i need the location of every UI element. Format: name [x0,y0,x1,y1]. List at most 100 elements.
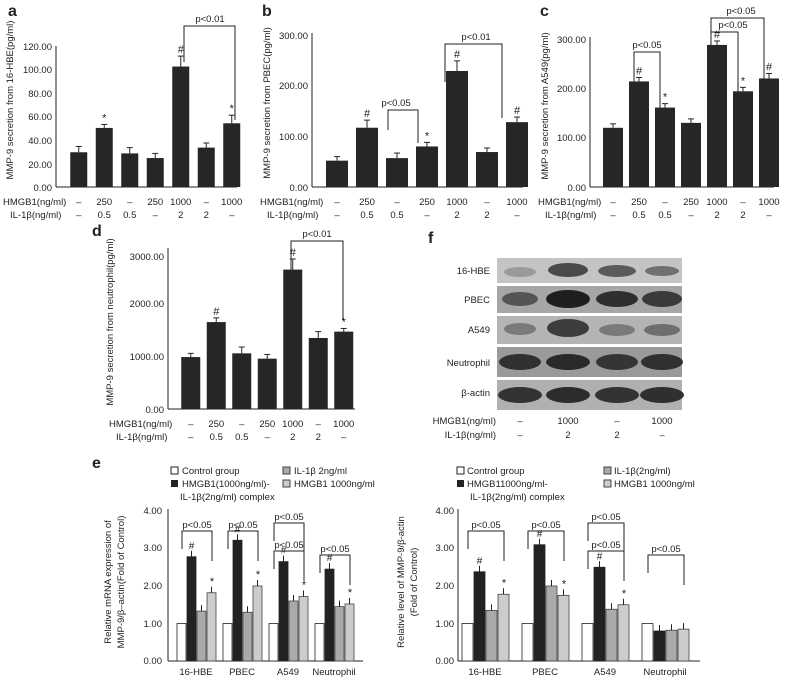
bar-a-2 [95,127,113,187]
bar-e2-0-s2 [485,609,498,662]
bracket-e2-0 [467,530,505,561]
bar-c-2 [629,81,649,187]
treat-c-il-2: 0.5 [632,210,645,221]
bar-c-5 [707,44,727,187]
treat-a-il-2: 0.5 [98,210,111,221]
pval-e2-2: p<0.05 [591,512,620,523]
bracket-a [183,25,236,120]
bar-a-3 [121,153,139,187]
marker-e2-2-hash: # [597,551,603,562]
ylabel-a: MMP-9 secretion from 16-HBE(pg/ml) [5,21,16,180]
tick-c-1: 100.00 [557,133,586,144]
bar-e1-3-s3 [344,603,355,662]
blot-label-16hbe: 16-HBE [457,266,490,277]
xtick-e2-2: A549 [594,667,616,677]
tick-d-1: 1000.00 [130,352,164,363]
tick-e1-2: 2.00 [144,581,163,592]
marker-c-3: * [663,92,668,104]
bar-e1-1-s3 [252,585,263,662]
marker-a-7: * [230,103,235,115]
tick-b-3: 300.00 [279,31,308,42]
treat-b-il-6: 2 [484,210,489,221]
blot-il-label: IL-1β(ng/ml) [445,430,496,441]
bar-e2-3-s1 [653,630,666,662]
treat-a-il-3: 0.5 [123,210,136,221]
treat-d-hmgb-label: HMGB1(ng/ml) [109,419,172,430]
treat-d-hmgb-1: – [188,419,194,430]
marker-e2-1-hash: # [537,529,543,540]
pval-e2-4: p<0.05 [651,544,680,555]
legend-e1-hmgb: HMGB1 1000ng/ml [294,479,375,490]
band-a549-3 [599,324,635,336]
tick-a-5: 100.00 [23,65,52,76]
bar-e2-2-s2 [605,608,618,662]
bracket-c-3 [710,17,765,80]
pval-c-2: p<0.05 [718,20,747,31]
panel-letter-b: b [262,3,272,20]
treat-a-il-6: 2 [204,210,209,221]
legend-e1-control-swatch [170,466,179,475]
tick-e2-3: 3.00 [436,543,455,554]
bar-e1-2-s0 [268,623,279,662]
marker-e1-0-star: * [210,576,215,588]
treat-c-hmgb-6: – [740,197,746,208]
ylabel-c: MMP-9 secretion from A549(pg/ml) [540,32,551,179]
treat-a-hmgb-7: 1000 [221,197,242,208]
treat-c-il-1: – [610,210,616,221]
bracket-e1-0 [181,530,213,561]
tick-a-2: 40.00 [28,136,52,147]
band-neut-3 [596,354,638,370]
marker-e2-0-hash: # [477,556,483,567]
ticks-e2: 0.00 1.00 2.00 3.00 4.00 [436,506,455,667]
xtick-e2-1: PBEC [532,667,558,677]
bracket-b-1 [387,109,419,143]
blot-il-1: 2 [565,430,570,441]
bar-b-3 [386,158,408,187]
blot-hmgb-0: – [517,416,523,427]
tick-a-4: 80.00 [28,89,52,100]
tick-e1-0: 0.00 [144,656,163,667]
treat-b-il-3: 0.5 [390,210,403,221]
marker-e1-1-hash: # [235,524,241,535]
band-16hbe-4 [645,266,679,276]
treat-a-hmgb-1: – [76,197,82,208]
ylabel-b: MMP-9 secretion from PBEC(pg/ml) [262,27,273,179]
chart-marks: ––*2500.5–0.5250–#10002–2*1000–––#2500.5… [55,29,780,677]
bar-e1-0-s0 [176,623,187,662]
marker-b-4: * [425,130,430,142]
tick-a-1: 20.00 [28,160,52,171]
legend-e-right: Control group HMGB11000ng/ml- IL-1β(2ng/… [456,466,695,503]
treat-a-hmgb-label: HMGB1(ng/ml) [3,197,66,208]
treat-b-il-4: – [424,210,430,221]
blot-bands [498,263,684,403]
treat-d-hmgb-4: 250 [259,419,275,430]
blot-il-3: – [659,430,665,441]
treat-c-il-7: – [766,210,772,221]
bracket-e2-3 [587,550,625,581]
bar-e2-1-s2 [545,585,558,662]
bar-e2-1-s3 [557,594,570,662]
treat-b-hmgb-7: 1000 [506,197,527,208]
bar-e2-3-s2 [665,629,678,662]
bar-d-7 [334,331,354,409]
bar-e2-0-s1 [473,571,486,662]
pval-e1-4: p<0.05 [320,544,349,555]
treat-c-hmgb-5: 1000 [706,197,727,208]
pval-e1-0: p<0.05 [182,520,211,531]
bar-e2-0-s0 [461,623,474,662]
blot-label-a549: A549 [468,325,490,336]
ylabel-e1-line1: Relative mRNA expression of [103,520,114,644]
marker-d-7: * [342,316,347,328]
treat-d-il-7: – [341,432,347,443]
legend-e1-complex2: IL-1β(2ng/ml) complex [180,492,275,503]
treat-a-hmgb-4: 250 [147,197,163,208]
tick-c-2: 200.00 [557,84,586,95]
panel-letter-f: f [428,230,434,247]
xtick-e1-0: 16-HBE [179,667,212,677]
bracket-b-2 [444,43,503,118]
ylabel-e2-line2: (Fold of Control) [409,548,420,617]
bracket-c-1 [633,51,661,116]
bar-e2-2-s1 [593,566,606,662]
xtick-e1-1: PBEC [229,667,255,677]
pvalue-labels: p<0.01 p<0.05 p<0.01 p<0.05 p<0.05 p<0.0… [195,6,755,240]
